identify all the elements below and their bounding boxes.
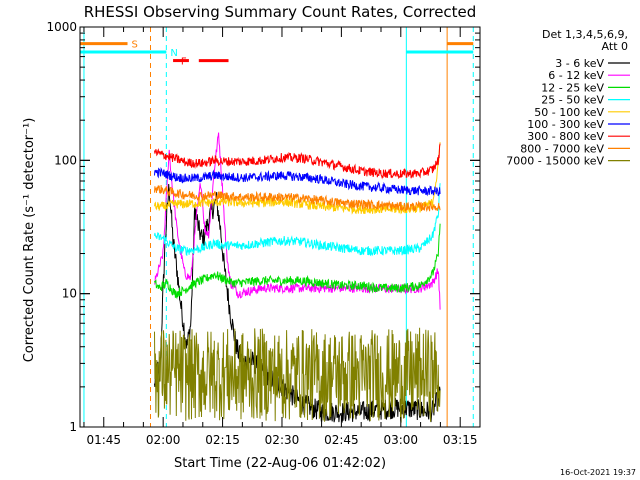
x-axis: 01:45 02:00 02:15 02:30 02:45 03:00 03:15 bbox=[83, 27, 481, 447]
x-tick-label: 03:00 bbox=[383, 433, 418, 447]
x-tick-label: 03:15 bbox=[443, 433, 478, 447]
legend-label: 50 - 100 keV bbox=[534, 106, 604, 119]
flag-s-label: S bbox=[132, 40, 138, 51]
flag-f-label: F bbox=[181, 57, 187, 68]
series-line-5 bbox=[154, 166, 441, 197]
y-axis: 1 10 100 1000 bbox=[46, 20, 480, 434]
series-line-3 bbox=[154, 183, 441, 257]
series-line-2 bbox=[154, 223, 441, 300]
x-axis-label: Start Time (22-Aug-06 01:42:02) bbox=[174, 456, 386, 471]
plot-frame bbox=[79, 26, 481, 428]
y-tick-label: 10 bbox=[62, 287, 77, 301]
x-tick-label: 02:30 bbox=[265, 433, 300, 447]
x-tick-label: 01:45 bbox=[86, 433, 121, 447]
legend-label: 7000 - 15000 keV bbox=[506, 155, 604, 168]
y-tick-label: 100 bbox=[54, 153, 77, 167]
series-line-7 bbox=[154, 184, 441, 213]
legend-label: 100 - 300 keV bbox=[527, 118, 604, 131]
x-tick-label: 02:00 bbox=[146, 433, 181, 447]
legend-label: 300 - 800 keV bbox=[527, 130, 604, 143]
legend-header-line: Det 1,3,4,5,6,9, bbox=[542, 28, 628, 41]
timestamp-footer: 16-Oct-2021 19:37 bbox=[560, 468, 636, 477]
x-tick-label: 02:15 bbox=[205, 433, 240, 447]
series-line-0 bbox=[154, 183, 441, 424]
legend-label: 12 - 25 keV bbox=[541, 81, 604, 94]
y-axis-label: Corrected Count Rate (s⁻¹ detector⁻¹) bbox=[22, 118, 37, 363]
chart-title: RHESSI Observing Summary Count Rates, Co… bbox=[84, 3, 477, 21]
x-tick-label: 02:45 bbox=[324, 433, 359, 447]
series-line-8 bbox=[154, 327, 441, 423]
flag-n-label: N bbox=[170, 48, 177, 59]
y-tick-label: 1 bbox=[69, 420, 77, 434]
legend-label: 25 - 50 keV bbox=[541, 94, 604, 107]
legend-header-line: Att 0 bbox=[602, 40, 628, 53]
legend-label: 6 - 12 keV bbox=[548, 69, 604, 82]
plot-area: S NF bbox=[80, 27, 474, 427]
y-tick-label: 1000 bbox=[46, 20, 77, 34]
legend-label: 3 - 6 keV bbox=[555, 57, 604, 70]
series-line-6 bbox=[154, 143, 441, 180]
legend-label: 800 - 7000 keV bbox=[520, 142, 604, 155]
